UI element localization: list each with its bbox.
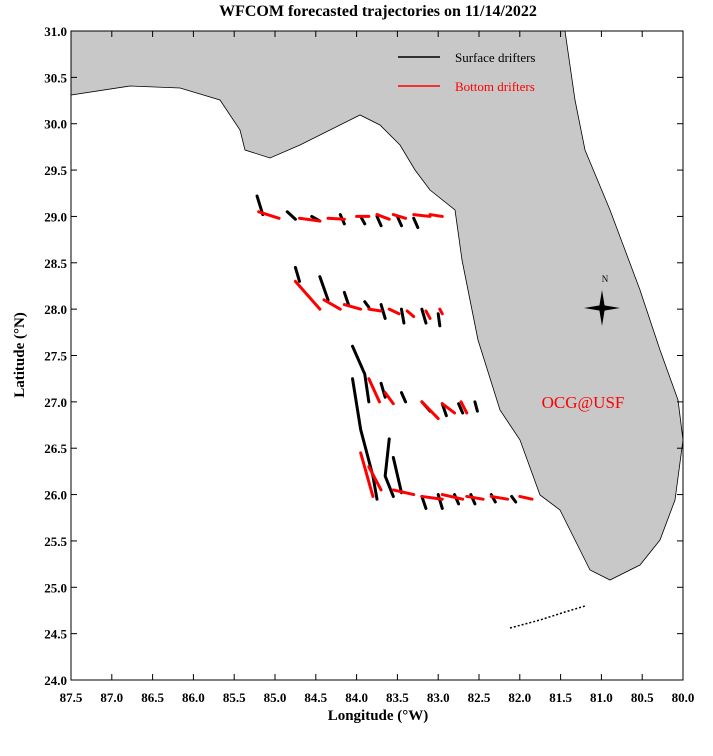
drifter-track <box>342 290 350 307</box>
drifter-track <box>473 400 479 413</box>
y-tick-label: 28.0 <box>44 302 67 317</box>
y-tick-label: 27.5 <box>44 349 67 364</box>
x-tick-label: 86.0 <box>182 690 205 705</box>
x-tick-label: 87.0 <box>100 690 123 705</box>
drifter-track <box>420 400 440 421</box>
drifter-track <box>428 213 444 218</box>
drifter-track <box>326 216 346 221</box>
drifter-track <box>489 494 510 501</box>
x-tick-label: 80.0 <box>672 690 695 705</box>
y-tick-label: 26.0 <box>44 488 67 503</box>
x-tick-label: 85.0 <box>264 690 287 705</box>
compass-needle <box>584 305 620 311</box>
drifter-track <box>399 391 408 404</box>
x-tick-label: 85.5 <box>223 690 246 705</box>
drifter-track <box>391 455 403 495</box>
x-tick-label: 82.5 <box>468 690 491 705</box>
x-tick-label: 84.5 <box>304 690 327 705</box>
chart-title: WFCOM forecasted trajectories on 11/14/2… <box>219 3 537 20</box>
drifter-track <box>383 437 395 498</box>
drifter-track <box>285 210 297 221</box>
x-tick-label: 84.0 <box>345 690 368 705</box>
drifter-track <box>424 309 432 320</box>
drifter-track <box>318 275 330 302</box>
annotation: OCG@USF <box>542 393 625 412</box>
x-tick-label: 81.0 <box>590 690 613 705</box>
x-tick-label: 86.5 <box>141 690 164 705</box>
y-tick-label: 29.0 <box>44 209 67 224</box>
compass-label: N <box>602 274 609 284</box>
drifter-track <box>379 381 387 399</box>
drifter-track <box>436 312 442 328</box>
florida-keys <box>509 605 586 629</box>
legend-label: Bottom drifters <box>455 79 535 94</box>
y-tick-label: 30.5 <box>44 70 67 85</box>
drifter-track <box>359 451 375 498</box>
drifter-track <box>440 493 465 501</box>
drifter-track <box>510 494 518 504</box>
drifter-track <box>293 265 301 283</box>
y-tick-label: 31.0 <box>44 24 67 39</box>
drifter-track <box>412 213 432 218</box>
y-tick-label: 26.5 <box>44 441 67 456</box>
drifter-track <box>420 494 444 501</box>
drifter-track <box>367 465 383 492</box>
x-tick-label: 82.0 <box>508 690 531 705</box>
drifter-track <box>405 309 416 319</box>
drifter-track <box>383 391 395 406</box>
drifter-track <box>391 488 416 497</box>
y-axis-label: Latitude (°N) <box>12 312 28 398</box>
drifter-track <box>465 494 485 501</box>
drifter-track <box>438 307 444 316</box>
drifter-track <box>257 210 281 220</box>
drifter-track <box>379 303 387 320</box>
y-tick-label: 30.0 <box>44 117 67 132</box>
x-tick-label: 80.5 <box>631 690 654 705</box>
x-tick-label: 81.5 <box>549 690 572 705</box>
drifter-track <box>387 307 401 316</box>
drifter-track <box>363 300 371 309</box>
y-tick-label: 27.0 <box>44 395 67 410</box>
drifter-track <box>457 402 465 415</box>
y-tick-label: 29.5 <box>44 163 67 178</box>
drifter-track <box>342 303 363 311</box>
y-tick-label: 28.5 <box>44 256 67 271</box>
land <box>70 30 684 581</box>
y-tick-label: 25.5 <box>44 534 67 549</box>
legend-label: Surface drifters <box>455 50 536 65</box>
drifter-track <box>351 344 371 404</box>
drifter-track <box>375 213 391 221</box>
drifter-track <box>367 307 383 313</box>
drifter-track <box>391 213 408 220</box>
drifter-track <box>440 402 457 415</box>
drifter-track <box>459 400 469 415</box>
y-tick-label: 24.5 <box>44 627 67 642</box>
drifter-track <box>367 377 381 404</box>
x-tick-label: 83.5 <box>386 690 409 705</box>
x-tick-label: 87.5 <box>60 690 83 705</box>
drifter-track <box>293 279 322 311</box>
compass: N <box>584 274 620 326</box>
drifter-track <box>395 214 403 228</box>
x-axis-label: Longitude (°W) <box>328 708 429 724</box>
drifter-track <box>322 298 342 311</box>
drifter-track <box>420 494 428 510</box>
drifter-track <box>518 494 534 501</box>
drifter-track <box>375 214 383 228</box>
drifter-track <box>420 307 428 325</box>
y-tick-label: 24.0 <box>44 673 67 688</box>
drifter-track <box>412 216 420 230</box>
drifter-track <box>351 377 379 501</box>
drifter-track <box>297 216 322 223</box>
y-tick-label: 25.0 <box>44 580 67 595</box>
drifter-track <box>399 307 406 325</box>
legend: Surface drifters Bottom drifters <box>398 50 536 94</box>
drifter-track <box>436 493 444 510</box>
x-tick-label: 83.0 <box>427 690 450 705</box>
